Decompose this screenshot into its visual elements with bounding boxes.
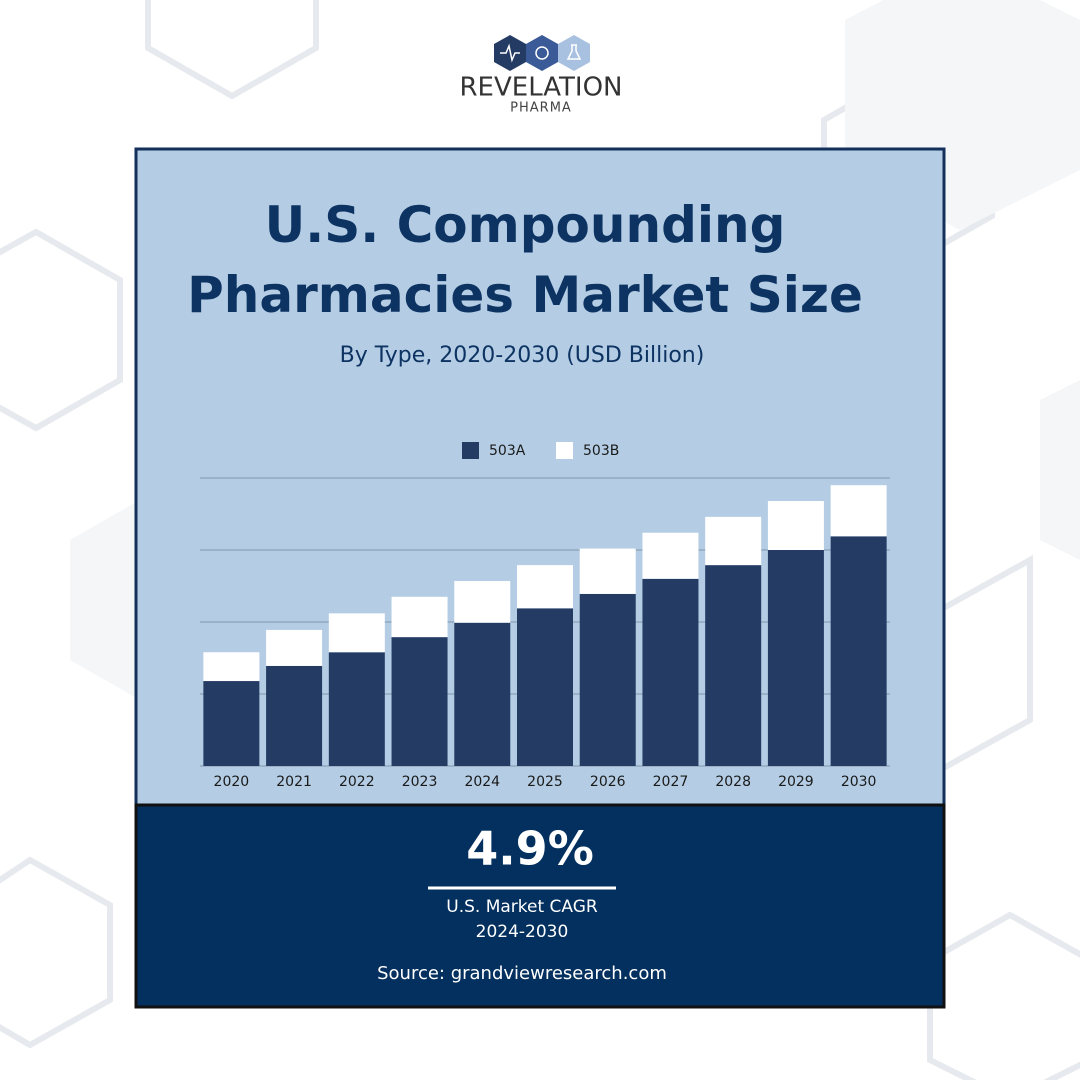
bar-segment: [517, 608, 573, 766]
legend-label: 503B: [583, 443, 619, 459]
footer-panel: [134, 803, 946, 1009]
x-tick-label: 2029: [778, 774, 814, 790]
legend-swatch: [556, 442, 573, 459]
legend-swatch: [462, 442, 479, 459]
bar-segment: [830, 485, 887, 537]
x-tick-label: 2024: [464, 774, 500, 790]
cagr-label: U.S. Market CAGR: [446, 897, 598, 917]
x-tick-label: 2026: [590, 774, 626, 790]
x-tick-label: 2023: [402, 774, 438, 790]
bar-segment: [454, 580, 511, 623]
cagr-value: 4.9%: [466, 822, 594, 876]
bar-segment: [579, 548, 636, 594]
bar-segment: [454, 622, 511, 766]
cagr-period: 2024-2030: [476, 922, 569, 942]
bar-segment: [705, 516, 762, 566]
x-tick-label: 2020: [214, 774, 250, 790]
x-tick-label: 2027: [653, 774, 689, 790]
bar-segment: [203, 681, 260, 766]
brand-sub: PHARMA: [510, 101, 572, 116]
bar-segment: [579, 593, 636, 766]
bar-segment: [767, 550, 824, 766]
bar-segment: [705, 565, 762, 766]
bar-segment: [266, 629, 323, 666]
x-tick-label: 2022: [339, 774, 375, 790]
bar-segment: [517, 565, 573, 609]
x-tick-label: 2030: [841, 774, 877, 790]
chart-title: U.S. Compounding Pharmacies Market Size: [187, 196, 863, 324]
bar-segment: [767, 501, 824, 550]
x-tick-label: 2028: [715, 774, 751, 790]
bar-segment: [266, 665, 323, 766]
bar-segment: [203, 652, 260, 682]
bar-segment: [642, 532, 699, 579]
chart-subtitle: By Type, 2020-2030 (USD Billion): [340, 343, 705, 368]
bar-segment: [830, 536, 887, 766]
bar-segment: [328, 652, 385, 766]
logo: REVELATION PHARMA: [459, 35, 623, 116]
x-tick-label: 2021: [276, 774, 312, 790]
brand: REVELATION: [459, 73, 622, 103]
bar-segment: [391, 637, 448, 766]
bar-segment: [391, 596, 448, 638]
x-tick-label: 2025: [527, 774, 563, 790]
bar-segment: [642, 578, 699, 766]
legend-label: 503A: [489, 443, 526, 459]
source: Source: grandviewresearch.com: [377, 963, 667, 984]
bar-segment: [328, 613, 385, 653]
